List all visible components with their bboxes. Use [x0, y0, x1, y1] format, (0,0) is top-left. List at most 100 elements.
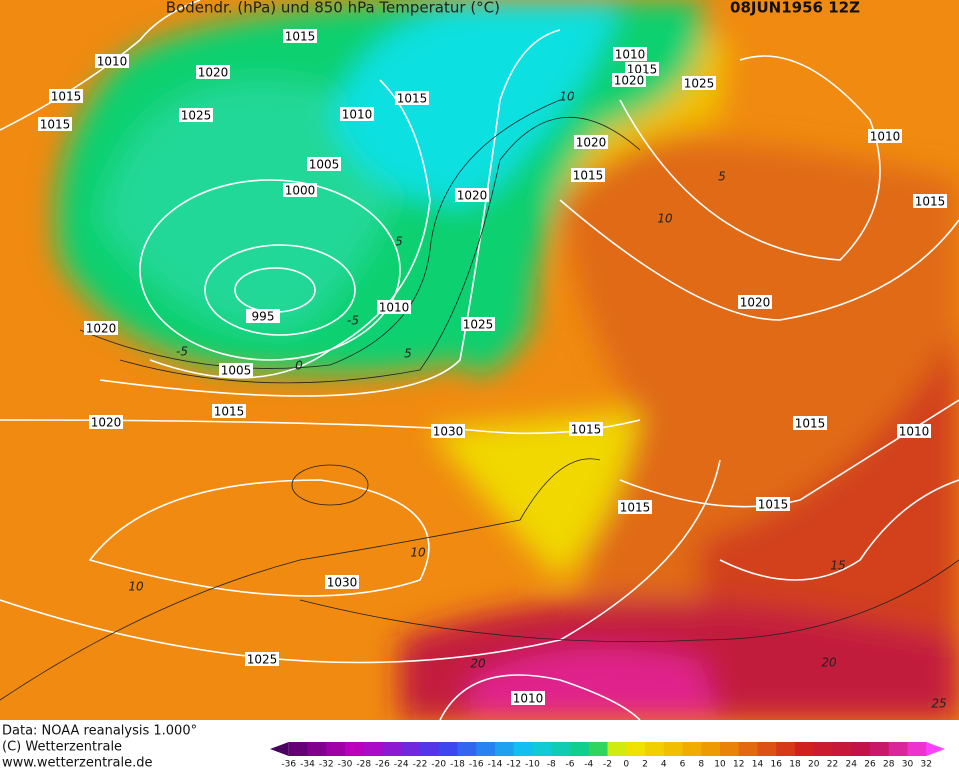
- colorbar-cell: [551, 742, 571, 756]
- isobar-label-box: [84, 321, 118, 335]
- isobar-label-box: [49, 89, 83, 103]
- colorbar-cell: [457, 742, 477, 756]
- colorbar-label: -30: [338, 760, 353, 770]
- isobar-label-box: [307, 157, 341, 171]
- isobar-label: 1015: [620, 501, 651, 515]
- isobar-label: 1015: [571, 423, 602, 437]
- isobar-label-box: [283, 29, 317, 43]
- isobar-label-box: [212, 404, 246, 418]
- isobar-label: 1025: [181, 109, 212, 123]
- isotherm-label: 5: [404, 347, 412, 361]
- colorbar-label: -2: [603, 760, 612, 770]
- colorbar-label: -20: [431, 760, 446, 770]
- colorbar-cell: [701, 742, 721, 756]
- colorbar-label: 2: [642, 760, 648, 770]
- colorbar-cell: [738, 742, 758, 756]
- isobar-label: 1010: [342, 108, 373, 122]
- isobar-label-box: [511, 691, 545, 705]
- colorbar-label: -28: [356, 760, 371, 770]
- isobar-label-box: [219, 363, 253, 377]
- isotherm-label: 10: [128, 580, 144, 594]
- isobar-label: 995: [252, 310, 275, 324]
- map-date: 08JUN1956 12Z: [730, 0, 860, 17]
- isobar-label: 1005: [309, 158, 340, 172]
- isobar-label: 1010: [899, 425, 930, 439]
- colorbar-label: 24: [846, 760, 858, 770]
- colorbar-arrow: [926, 742, 945, 756]
- isotherm-label: 5: [718, 170, 726, 184]
- isobar-label-box: [913, 194, 947, 208]
- isobar-label-box: [612, 73, 646, 87]
- colorbar-cell: [363, 742, 383, 756]
- colorbar-cell: [832, 742, 852, 756]
- colorbar-cell: [476, 742, 496, 756]
- isobar-label: 1015: [795, 417, 826, 431]
- isobar-label: 1015: [397, 92, 428, 106]
- footer-line: (C) Wetterzentrale: [2, 740, 122, 755]
- isobar-label-box: [574, 135, 608, 149]
- isobar-label-box: [625, 62, 659, 76]
- colorbar-label: 4: [661, 760, 667, 770]
- colorbar-cell: [813, 742, 833, 756]
- colorbar-cell: [420, 742, 440, 756]
- colorbar: -36 -34 -32 -30 -28 -26 -24 -22 -20 -18 -16 -14 -12-…: [270, 742, 945, 770]
- isobar-label-box: [756, 497, 790, 511]
- isobar-label: 1025: [247, 653, 278, 667]
- colorbar-label: 32: [921, 760, 932, 770]
- colorbar-cell: [513, 742, 533, 756]
- isotherm-label: 25: [931, 697, 946, 711]
- colorbar-label: -36: [281, 760, 296, 770]
- isobar-label: 1015: [573, 169, 604, 183]
- isobar-label-box: [682, 76, 716, 90]
- colorbar-label: -4: [584, 760, 593, 770]
- colorbar-label: -10: [525, 760, 540, 770]
- isobar-label-box: [340, 107, 374, 121]
- colorbar-label: -16: [469, 760, 484, 770]
- isobar-label-box: [455, 188, 489, 202]
- colorbar-label: -18: [450, 760, 465, 770]
- colorbar-cell: [757, 742, 777, 756]
- colorbar-cell: [907, 742, 927, 756]
- colorbar-cell: [851, 742, 871, 756]
- colorbar-label: -32: [319, 760, 334, 770]
- isobar-label-box: [283, 183, 317, 197]
- isotherm-label: 10: [657, 212, 673, 226]
- isobar-label-box: [245, 652, 279, 666]
- isobar-label-box: [618, 500, 652, 514]
- map-title: Bodendr. (hPa) und 850 hPa Temperatur (°…: [166, 0, 500, 17]
- isobar-label: 1020: [86, 322, 117, 336]
- isobar-label: 1030: [327, 576, 358, 590]
- colorbar-cell: [626, 742, 646, 756]
- colorbar-label: -22: [413, 760, 428, 770]
- colorbar-cell: [382, 742, 402, 756]
- isotherm-label: 10: [410, 546, 426, 560]
- isobar-label: 1020: [614, 74, 645, 88]
- colorbar-label: -26: [375, 760, 390, 770]
- isobar-label: 1010: [870, 130, 901, 144]
- isobar-label-box: [868, 129, 902, 143]
- isobar-label-box: [613, 47, 647, 61]
- colorbar-label: 10: [714, 760, 726, 770]
- isobar-label: 1010: [379, 301, 410, 315]
- colorbar-cell: [607, 742, 627, 756]
- colorbar-cell: [870, 742, 890, 756]
- isotherm-label: 5: [395, 235, 403, 249]
- isotherm-label: 15: [830, 559, 845, 573]
- colorbar-label: 0: [623, 760, 629, 770]
- colorbar-cell: [663, 742, 683, 756]
- isobar-label: 1015: [214, 405, 245, 419]
- isobar-label-box: [738, 295, 772, 309]
- colorbar-label: 20: [808, 760, 820, 770]
- isotherm-label: 20: [470, 657, 486, 671]
- isobar-label-box: [38, 117, 72, 131]
- isobar-label: 1015: [758, 498, 789, 512]
- colorbar-label: -14: [488, 760, 503, 770]
- isobar-label: 1015: [285, 30, 316, 44]
- colorbar-label: 30: [902, 760, 914, 770]
- colorbar-cell: [795, 742, 815, 756]
- isobar-label: 1005: [221, 364, 252, 378]
- isobar-label-box: [897, 424, 931, 438]
- footer-line: Data: NOAA reanalysis 1.000°: [2, 724, 197, 739]
- colorbar-cell: [570, 742, 590, 756]
